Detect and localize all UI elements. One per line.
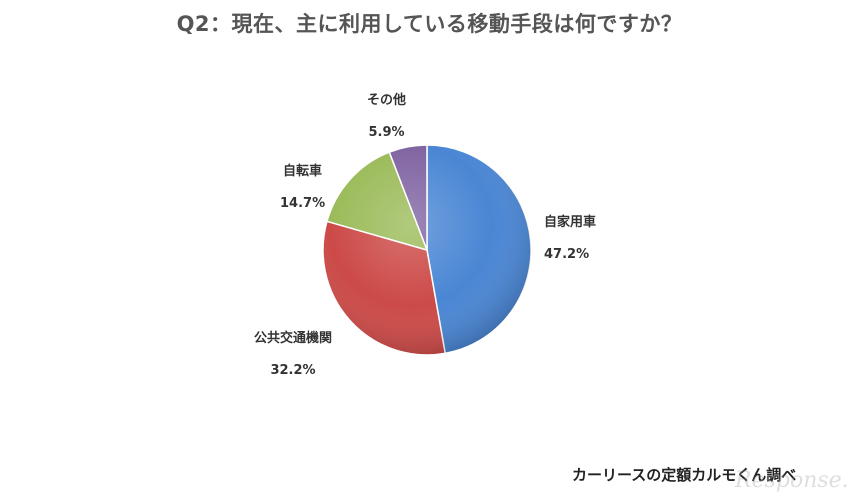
slice-name: その他 bbox=[367, 93, 407, 108]
pie-slice-0 bbox=[426, 144, 532, 355]
slice-value: 5.9% bbox=[368, 125, 405, 140]
pie-slices bbox=[322, 144, 532, 356]
slice-value: 14.7% bbox=[280, 196, 326, 211]
slice-label-bicycle: 自転車 14.7% bbox=[280, 156, 325, 220]
slice-label-public-transport: 公共交通機関 32.2% bbox=[254, 323, 332, 387]
chart-title: Q2：現在、主に利用している移動手段は何ですか？ bbox=[176, 12, 683, 36]
slice-label-private-car: 自家用車 47.2% bbox=[544, 207, 596, 271]
slice-value: 32.2% bbox=[270, 363, 316, 378]
slice-name: 自転車 bbox=[283, 164, 323, 179]
source-note: カーリースの定額カルモくん調べ bbox=[572, 466, 797, 484]
slice-name: 公共交通機関 bbox=[254, 331, 333, 346]
slice-value: 47.2% bbox=[544, 247, 590, 262]
slice-name: 自家用車 bbox=[544, 215, 597, 230]
slice-label-other: その他 5.9% bbox=[367, 85, 406, 149]
